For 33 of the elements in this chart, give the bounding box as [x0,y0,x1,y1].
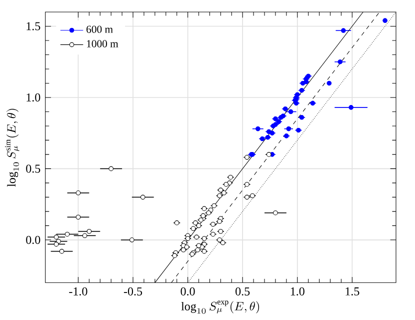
point [256,126,260,132]
legend-label: 1000 m [87,40,118,48]
point [348,105,354,110]
x-tick-label: 0.0 [180,287,195,296]
point [140,194,146,200]
point [54,242,59,247]
x-tick-label: 1.0 [290,287,304,296]
point [273,210,278,216]
point [130,238,134,242]
point [86,228,92,234]
point [108,166,114,172]
legend-label: 600 m [86,26,113,33]
point [64,232,70,237]
x-tick-label: 1.5 [346,287,360,296]
point [338,59,343,64]
y-axis-title: $\log_{10} S_\mu^{\mathrm{sim}}(E,\theta)$ [5,108,20,187]
y-tick-label: 0.5 [26,164,40,173]
y-tick-label: 1.5 [26,22,40,30]
x-tick-label: -1.0 [69,287,88,296]
point [82,233,88,238]
y-tick-label: 0.0 [26,236,40,244]
x-axis-title: $\log_{10} S_\mu^{\mathrm{exp}}(E,\theta)$ [181,300,260,314]
point [288,109,294,114]
point [76,214,81,220]
x-tick-label: -0.5 [124,287,142,296]
point [59,248,64,254]
point [54,234,59,240]
point [340,28,346,33]
point [217,218,222,224]
y-tick-label: 1.0 [26,93,40,102]
x-tick-label: 0.5 [236,287,250,296]
point [76,190,81,196]
point [56,238,61,244]
